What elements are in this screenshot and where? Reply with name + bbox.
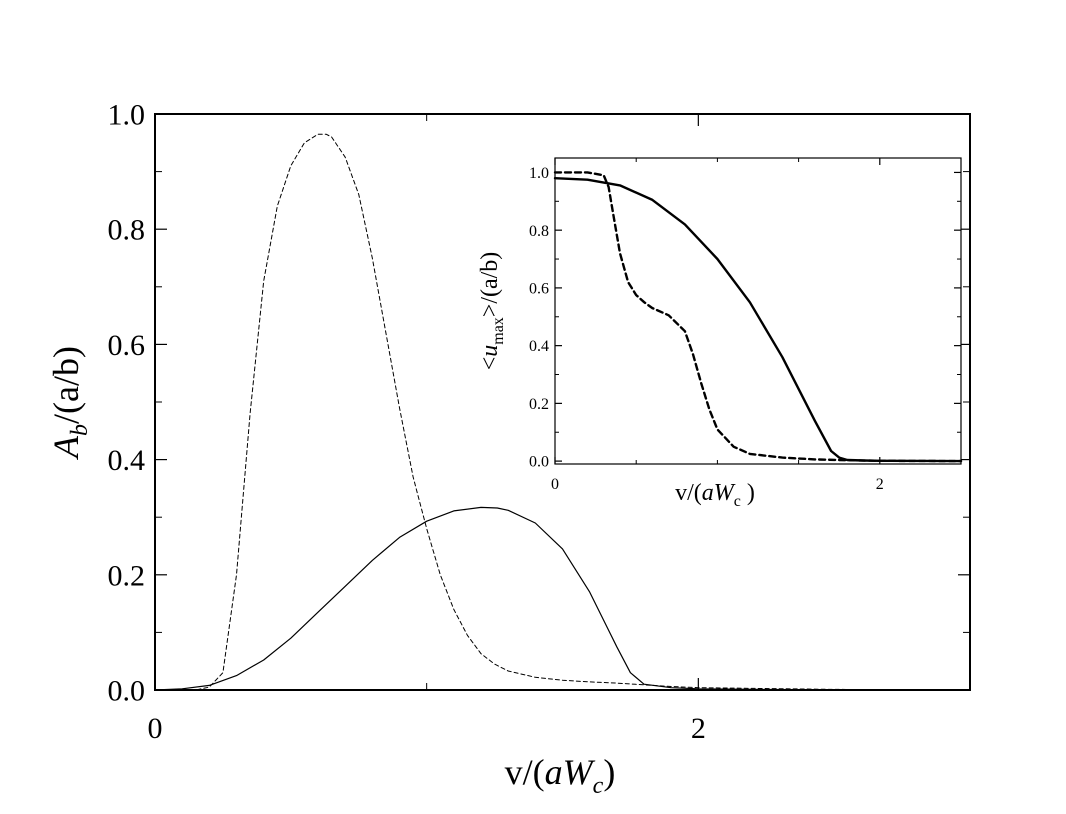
main-ylabel-sub: b (67, 424, 93, 436)
inset-xlabel-base: v/( (675, 480, 702, 506)
inset-ticks (554, 158, 961, 464)
inset-xlabel-sub: c (734, 493, 741, 510)
main-xlabel-base: v/( (505, 752, 545, 792)
inset-y-tick-label: 0.8 (529, 223, 549, 240)
inset-ylabel-sub: max (490, 317, 507, 345)
inset-x-axis-label: v/(aWc ) (675, 480, 755, 510)
inset-chart: 0 2 0.0 0.2 0.4 0.6 0.8 1.0 v/(aWc ) <umax>/(a/… (477, 157, 963, 510)
inset-x-tick-label: 2 (876, 476, 884, 493)
inset-plot-frame (554, 157, 962, 465)
inset-ylabel-rest: >/(a/b) (477, 252, 503, 318)
main-series-dashed-thin-line (154, 133, 971, 691)
inset-ylabel-italic: u (477, 345, 503, 357)
main-y-tick-label: 0.6 (108, 329, 146, 362)
main-ylabel-rest: /(a/b) (46, 346, 86, 424)
inset-xlabel-close: ) (741, 480, 755, 506)
inset-y-tick-label: 1.0 (529, 165, 549, 182)
inset-background (555, 158, 961, 464)
main-series-group (154, 133, 971, 691)
main-series-solid-thin-line (154, 506, 971, 691)
main-ticks (154, 113, 971, 691)
inset-ylabel-open: < (477, 357, 503, 371)
inset-y-axis-label: <umax>/(a/b) (477, 252, 507, 371)
inset-y-tick-label: 0.6 (529, 281, 549, 298)
main-x-tick-label: 2 (691, 712, 706, 745)
main-chart: 0 20.00.20.40.60.81.0 v/(aWc) Ab/(a/b) (46, 99, 971, 799)
main-y-axis-label: Ab/(a/b) (46, 346, 93, 460)
main-y-tick-label: 0.4 (108, 444, 146, 477)
main-xlabel-sub: c (593, 773, 604, 799)
main-xlabel-italic: aW (545, 752, 596, 792)
main-xlabel-close: ) (603, 752, 615, 792)
main-ylabel-italic: A (46, 435, 86, 460)
main-y-tick-label: 0.8 (108, 214, 146, 247)
inset-x-tick-label: 0 (551, 476, 559, 493)
inset-series-group (553, 171, 963, 463)
inset-y-tick-label: 0.0 (529, 454, 549, 471)
main-x-tick-label: 0 (148, 712, 163, 745)
inset-xlabel-italic: aW (702, 480, 736, 506)
inset-y-tick-label: 0.4 (529, 338, 549, 355)
inset-y-tick-label: 0.2 (529, 396, 549, 413)
main-y-tick-label: 0.0 (108, 675, 146, 708)
main-x-axis-label: v/(aWc) (505, 752, 616, 799)
inset-series-dashed-thick-line (553, 171, 963, 463)
main-y-tick-label: 1.0 (108, 99, 146, 132)
main-y-tick-label: 0.2 (108, 559, 146, 592)
main-tick-labels: 0 2 0.0 0.2 0.4 0.6 0.8 1.0 (108, 99, 706, 746)
inset-tick-labels: 0 2 0.0 0.2 0.4 0.6 0.8 1.0 (529, 165, 884, 493)
